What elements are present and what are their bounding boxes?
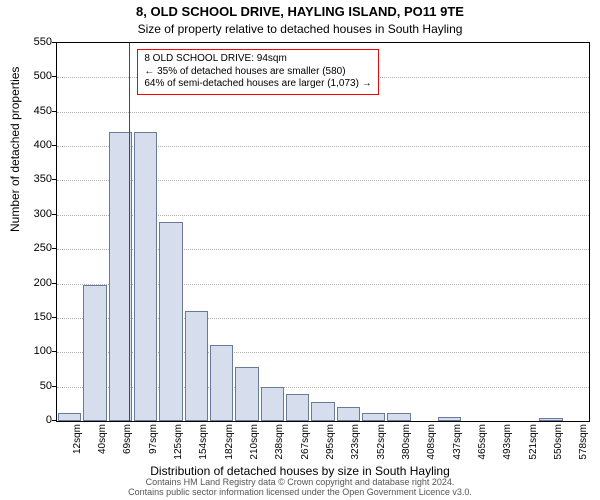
histogram-bar xyxy=(311,402,334,421)
ytick-mark xyxy=(52,76,56,77)
callout-line: ← 35% of detached houses are smaller (58… xyxy=(144,66,371,79)
ytick-label: 450 xyxy=(12,105,52,117)
histogram-bar xyxy=(438,417,461,421)
ytick-mark xyxy=(52,145,56,146)
xtick-label: 69sqm xyxy=(122,424,133,464)
ytick-mark xyxy=(52,111,56,112)
histogram-bar xyxy=(387,413,410,421)
ytick-mark xyxy=(52,351,56,352)
callout-line: 8 OLD SCHOOL DRIVE: 94sqm xyxy=(144,53,371,66)
xtick-label: 154sqm xyxy=(198,424,209,464)
xtick-label: 125sqm xyxy=(173,424,184,464)
histogram-bar xyxy=(58,413,81,421)
ytick-label: 0 xyxy=(12,414,52,426)
xtick-label: 380sqm xyxy=(401,424,412,464)
histogram-bar xyxy=(83,285,106,421)
ytick-mark xyxy=(52,42,56,43)
histogram-bar xyxy=(134,132,157,421)
xtick-label: 578sqm xyxy=(578,424,589,464)
xtick-label: 182sqm xyxy=(224,424,235,464)
chart-title: 8, OLD SCHOOL DRIVE, HAYLING ISLAND, PO1… xyxy=(0,4,600,19)
callout-box: 8 OLD SCHOOL DRIVE: 94sqm← 35% of detach… xyxy=(137,49,378,95)
ytick-label: 150 xyxy=(12,311,52,323)
plot-area: 8 OLD SCHOOL DRIVE: 94sqm← 35% of detach… xyxy=(56,42,590,422)
ytick-label: 350 xyxy=(12,173,52,185)
ytick-mark xyxy=(52,317,56,318)
ytick-label: 250 xyxy=(12,242,52,254)
footer-line-2: Contains public sector information licen… xyxy=(0,488,600,498)
xtick-label: 40sqm xyxy=(97,424,108,464)
ytick-label: 200 xyxy=(12,277,52,289)
callout-line: 64% of semi-detached houses are larger (… xyxy=(144,78,371,91)
histogram-bar xyxy=(337,407,360,421)
histogram-bar xyxy=(362,413,385,421)
xtick-label: 437sqm xyxy=(452,424,463,464)
ytick-mark xyxy=(52,179,56,180)
ytick-label: 500 xyxy=(12,70,52,82)
ytick-label: 100 xyxy=(12,345,52,357)
histogram-bar xyxy=(286,394,309,421)
xtick-label: 238sqm xyxy=(274,424,285,464)
ytick-label: 50 xyxy=(12,380,52,392)
ytick-label: 400 xyxy=(12,139,52,151)
xtick-label: 12sqm xyxy=(72,424,83,464)
xtick-label: 267sqm xyxy=(300,424,311,464)
ytick-label: 300 xyxy=(12,208,52,220)
x-axis-label: Distribution of detached houses by size … xyxy=(0,464,600,478)
ytick-mark xyxy=(52,420,56,421)
xtick-label: 408sqm xyxy=(426,424,437,464)
reference-line xyxy=(129,43,130,421)
histogram-bar xyxy=(235,367,258,421)
xtick-label: 295sqm xyxy=(325,424,336,464)
xtick-label: 97sqm xyxy=(148,424,159,464)
xtick-label: 493sqm xyxy=(502,424,513,464)
histogram-bar xyxy=(539,418,562,421)
ytick-mark xyxy=(52,386,56,387)
ytick-mark xyxy=(52,214,56,215)
grid-line xyxy=(57,112,589,113)
chart-subtitle: Size of property relative to detached ho… xyxy=(0,22,600,36)
xtick-label: 210sqm xyxy=(249,424,260,464)
xtick-label: 465sqm xyxy=(477,424,488,464)
histogram-bar xyxy=(159,222,182,421)
ytick-mark xyxy=(52,248,56,249)
xtick-label: 323sqm xyxy=(350,424,361,464)
ytick-label: 550 xyxy=(12,36,52,48)
xtick-label: 521sqm xyxy=(528,424,539,464)
xtick-label: 550sqm xyxy=(553,424,564,464)
footer-attribution: Contains HM Land Registry data © Crown c… xyxy=(0,478,600,498)
histogram-bar xyxy=(210,345,233,421)
ytick-mark xyxy=(52,283,56,284)
xtick-label: 352sqm xyxy=(376,424,387,464)
histogram-bar xyxy=(185,311,208,421)
histogram-bar xyxy=(261,387,284,421)
